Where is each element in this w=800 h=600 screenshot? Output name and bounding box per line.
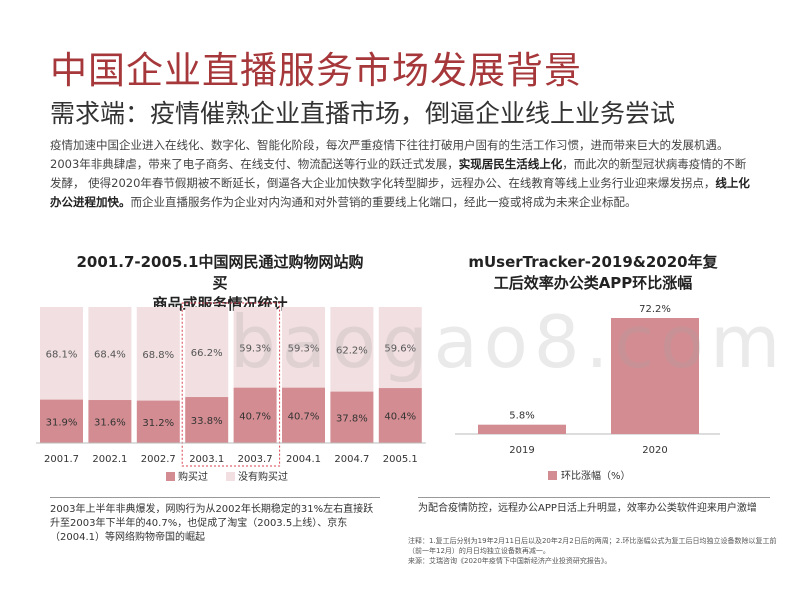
bar-growth-2020: [611, 318, 699, 434]
bar-not-bought-2001.7: [40, 307, 83, 400]
watermark: baogao8.com: [230, 300, 787, 384]
right-chart-note: 为配合疫情防控，远程办公APP日活上升明显，效率办公类软件迎来用户激增: [418, 503, 757, 514]
label-not-bought-2004.7: 62.2%: [336, 345, 368, 356]
label-bought-2002.1: 31.6%: [94, 418, 126, 429]
left-note-divider: [50, 497, 380, 498]
intro-text-1: 疫情加速中国企业进入在线化、数字化、智能化阶段，每次严重疫情下往往打破用户固有的…: [50, 138, 729, 171]
label-not-bought-2001.7: 68.1%: [46, 349, 78, 360]
label-not-bought-2002.7: 68.8%: [142, 350, 174, 361]
bar-bought-2001.7: [40, 399, 83, 443]
label-not-bought-2003.1: 66.2%: [191, 348, 223, 359]
footnote-line1: 注释：1.复工后分别为19年2月11日后以及20年2月2日后的两周；2.环比涨幅…: [408, 537, 777, 555]
bar-not-bought-2002.1: [88, 307, 132, 401]
intro-bold-2: 线上化办公进程加快。: [50, 176, 750, 209]
label-bought-2002.7: 31.2%: [142, 418, 174, 429]
label-not-bought-2002.1: 68.4%: [94, 350, 126, 361]
x-tick-2005.1: 2005.1: [383, 454, 418, 465]
x-tick-2020: 2020: [642, 445, 667, 456]
bar-not-bought-2002.7: [136, 307, 180, 401]
footnote-source: 来源：艾瑞咨询《2020年疫情下中国新经济产业投资研究报告》。: [408, 557, 612, 565]
intro-bold-1: 实现居民生活线上化: [458, 157, 563, 171]
page-title: 中国企业直播服务市场发展背景: [50, 49, 582, 92]
bar-bought-2005.1: [378, 388, 422, 443]
bar-bought-2004.7: [330, 391, 374, 443]
highlight-box-2003: [181, 302, 281, 467]
label-bought-2003.1: 33.8%: [191, 416, 223, 427]
legend-label-growth: 环比涨幅（%）: [561, 469, 631, 482]
bar-bought-2004.1: [282, 387, 325, 443]
x-tick-2001.7: 2001.7: [44, 454, 79, 465]
right-note-divider: [418, 497, 770, 498]
page-subtitle: 需求端：疫情催熟企业直播市场，倒逼企业线上业务尝试: [50, 99, 676, 128]
label-bought-2004.7: 37.8%: [336, 413, 368, 424]
label-growth-2019: 5.8%: [509, 411, 534, 422]
label-bought-2004.1: 40.7%: [288, 411, 320, 422]
x-tick-2004.1: 2004.1: [286, 454, 321, 465]
left-chart-note: 2003年上半年非典爆发，网购行为从2002年长期稳定的31%左右直接跃升至20…: [50, 504, 374, 543]
right-chart-title: mUserTracker-2019&2020年复 工后效率办公类APP环比涨幅: [468, 252, 718, 294]
label-bought-2001.7: 31.9%: [46, 417, 78, 428]
bar-growth-2019: [478, 424, 566, 434]
legend-label-bought: 购买过: [178, 470, 208, 483]
label-growth-2020: 72.2%: [639, 304, 671, 315]
label-not-bought-2005.1: 59.6%: [384, 344, 416, 355]
bar-bought-2003.1: [185, 397, 229, 443]
bar-bought-2003.7: [233, 387, 277, 443]
intro-text-2: ，而此次的新型冠状病毒疫情的不断发酵， 使得2020年春节假期被不断延长，倒逼各…: [50, 157, 747, 190]
right-chart-title-line2: 工后效率办公类APP环比涨幅: [493, 274, 693, 292]
footnote: 注释：1.复工后分别为19年2月11日后以及20年2月2日后的两周；2.环比涨幅…: [408, 536, 778, 566]
bar-not-bought-2004.7: [330, 307, 374, 392]
x-tick-2003.7: 2003.7: [238, 454, 273, 465]
x-tick-2004.7: 2004.7: [334, 454, 369, 465]
x-tick-2002.1: 2002.1: [92, 454, 127, 465]
legend-swatch-bought: [166, 472, 175, 481]
label-not-bought-2004.1: 59.3%: [288, 343, 320, 354]
x-tick-2019: 2019: [509, 445, 534, 456]
bar-bought-2002.1: [88, 400, 132, 443]
bar-not-bought-2003.7: [233, 307, 277, 388]
legend-swatch-growth: [548, 471, 557, 480]
label-not-bought-2003.7: 59.3%: [239, 343, 271, 354]
legend-label-not-bought: 没有购买过: [238, 470, 288, 483]
legend-swatch-not-bought: [226, 472, 235, 481]
intro-text-3: 而企业直播服务作为企业对内沟通和对外营销的重要线上化端口，经此一疫或将成为未来企…: [130, 195, 637, 209]
bar-not-bought-2003.1: [185, 307, 229, 398]
label-bought-2005.1: 40.4%: [384, 412, 416, 423]
left-chart-title-line1: 2001.7-2005.1中国网民通过购物网站购买: [76, 253, 364, 292]
intro-paragraph: 疫情加速中国企业进入在线化、数字化、智能化阶段，每次严重疫情下往往打破用户固有的…: [50, 136, 756, 212]
bar-not-bought-2004.1: [282, 307, 325, 388]
bar-not-bought-2005.1: [378, 307, 422, 389]
label-bought-2003.7: 40.7%: [239, 411, 271, 422]
bar-bought-2002.7: [136, 400, 180, 443]
x-tick-2003.1: 2003.1: [189, 454, 224, 465]
x-tick-2002.7: 2002.7: [141, 454, 176, 465]
right-chart-title-line1: mUserTracker-2019&2020年复: [468, 253, 718, 271]
